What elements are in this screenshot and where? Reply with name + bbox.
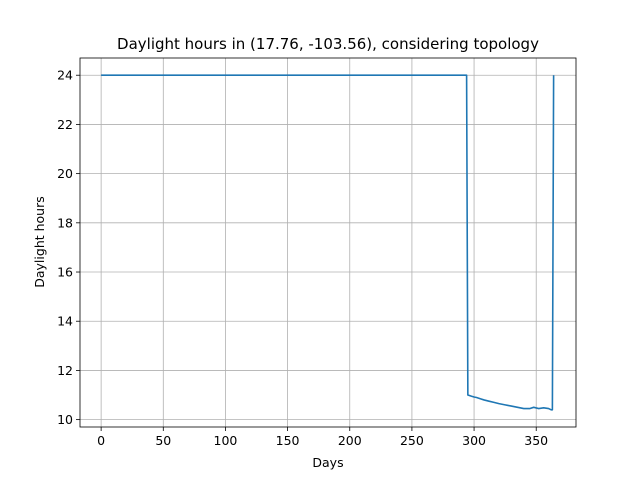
y-tick-label: 14 [57,314,73,329]
x-tick-label: 0 [97,433,105,448]
grid [80,58,576,427]
y-tick-label: 10 [57,412,73,427]
x-axis-label: Days [312,455,343,470]
x-tick-label: 300 [462,433,486,448]
y-tick-label: 20 [57,166,73,181]
y-tick-label: 16 [57,265,73,280]
x-tick-label: 350 [524,433,548,448]
plot-frame [79,57,577,428]
x-tick-label: 250 [400,433,424,448]
x-tick-label: 200 [338,433,362,448]
y-axis-label: Daylight hours [32,196,47,288]
y-tick-label: 18 [57,215,73,230]
series-layer [101,74,555,411]
chart-title: Daylight hours in (17.76, -103.56), cons… [117,35,539,53]
y-tick-label: 12 [57,363,73,378]
x-tick-label: 100 [214,433,238,448]
y-tick-label: 22 [57,117,73,132]
ticks: 0 50 100 150 200 250 300 350 10 12 14 16 18 20 22 24 [57,68,548,448]
series-line [101,74,555,411]
x-tick-label: 150 [276,433,300,448]
y-tick-label: 24 [57,68,73,83]
x-tick-label: 50 [155,433,171,448]
